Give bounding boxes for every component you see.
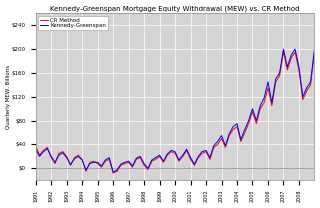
CR Method bbox=[305, 90, 308, 92]
Kennedy-Greenspan bbox=[34, 148, 37, 150]
CR Method bbox=[34, 144, 37, 147]
Kennedy-Greenspan bbox=[262, 97, 266, 99]
CR Method bbox=[88, 161, 92, 163]
Kennedy-Greenspan bbox=[305, 87, 308, 89]
Kennedy-Greenspan bbox=[111, 171, 115, 173]
CR Method bbox=[262, 102, 266, 104]
Title: Kennedy-Greenspan Mortgage Equity Withdrawal (MEW) vs. CR Method: Kennedy-Greenspan Mortgage Equity Withdr… bbox=[50, 6, 300, 12]
Kennedy-Greenspan bbox=[134, 157, 138, 159]
Line: CR Method: CR Method bbox=[36, 25, 320, 173]
CR Method bbox=[53, 162, 57, 165]
Legend: CR Method, Kennedy-Greenspan: CR Method, Kennedy-Greenspan bbox=[38, 16, 108, 30]
Line: Kennedy-Greenspan: Kennedy-Greenspan bbox=[36, 22, 320, 172]
Y-axis label: Quarterly MEW, Billions: Quarterly MEW, Billions bbox=[5, 65, 11, 129]
Kennedy-Greenspan bbox=[65, 156, 68, 159]
CR Method bbox=[111, 172, 115, 174]
CR Method bbox=[65, 155, 68, 158]
Kennedy-Greenspan bbox=[53, 161, 57, 163]
CR Method bbox=[134, 158, 138, 161]
Kennedy-Greenspan bbox=[88, 162, 92, 165]
